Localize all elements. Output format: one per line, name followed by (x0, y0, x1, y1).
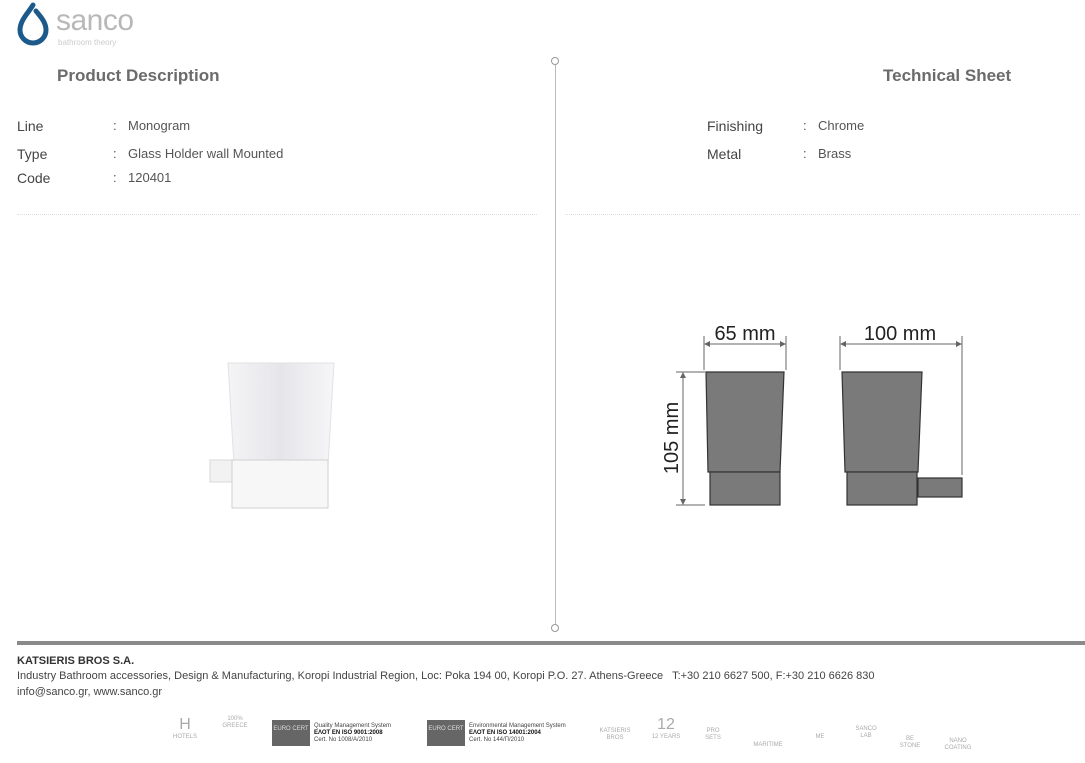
product-description-title: Product Description (57, 66, 220, 85)
spec-row-line: Line: Monogram (17, 118, 191, 134)
dim-depth-label: 100 mm (864, 323, 936, 345)
badge-nano-coating: NANO COATING (944, 738, 972, 751)
badge-sanco-lab: SANCO LAB (855, 726, 877, 739)
badge-pro-sets: PRO SETS (705, 728, 721, 741)
cert-iso14001: EURO CERT Environmental Management System… (427, 720, 566, 746)
badge-me: ME (815, 734, 825, 740)
divider-node (551, 57, 559, 65)
badge-be-stone: BE STONE (899, 736, 921, 749)
divider (565, 214, 1080, 215)
spec-row-type: Type: Glass Holder wall Mounted (17, 146, 284, 162)
water-drop-icon (17, 2, 49, 46)
company-address: Industry Bathroom accessories, Design & … (17, 670, 875, 682)
spec-row-finishing: Finishing: Chrome (707, 118, 865, 134)
sanco-logo: sanco bathroom theory (16, 2, 146, 47)
technical-sheet-title: Technical Sheet (883, 66, 1012, 85)
spec-row-code: Code:120401 (17, 170, 172, 186)
brand-tagline: bathroom theory (58, 38, 117, 47)
divider-node (551, 624, 559, 632)
badge-maritime: MARITIME (753, 742, 783, 748)
dim-width-label: 65 mm (714, 323, 775, 345)
technical-drawing: 65 mm 100 mm 105 mm (661, 323, 963, 506)
badge-12-years: 12 12 YEARS (651, 716, 681, 740)
company-contact: info@sanco.gr, www.sanco.gr (17, 686, 163, 698)
cert-iso9001: EURO CERT Quality Management System ΕΛΟΤ E… (272, 720, 391, 746)
divider (17, 214, 537, 215)
vertical-divider (555, 62, 556, 628)
badge-hotels: H HOTELS (172, 716, 197, 740)
spec-row-metal: Metal: Brass (707, 146, 852, 162)
company-name: KATSIERIS BROS S.A. (17, 655, 135, 667)
badge-katsieris: KATSIERIS BROS (599, 728, 631, 741)
dim-height-label: 105 mm (661, 402, 683, 474)
product-image (209, 362, 335, 509)
badge-100-greece: 100% GREECE (222, 716, 248, 729)
brand-name: sanco (56, 4, 134, 37)
footer-rule (17, 641, 1085, 645)
